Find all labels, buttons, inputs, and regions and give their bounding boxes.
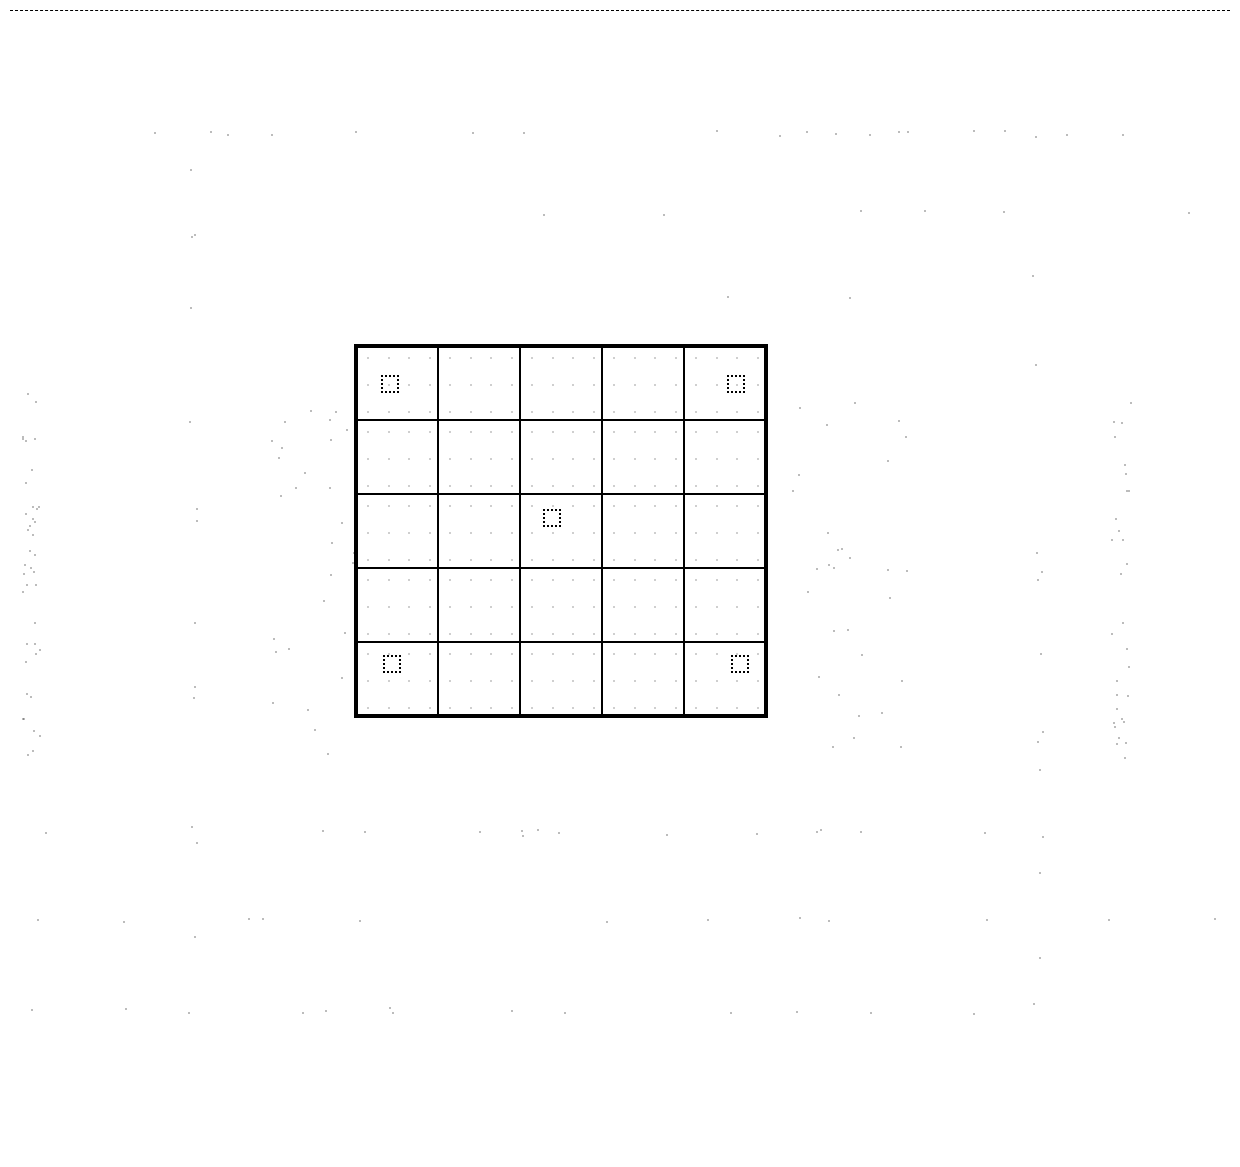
grid-cell <box>684 642 766 716</box>
grid-cell <box>602 568 684 642</box>
grid-cell <box>520 420 602 494</box>
grid-cell <box>684 420 766 494</box>
grid-cell <box>684 568 766 642</box>
grid-cell <box>520 494 602 568</box>
grid-marker <box>543 509 561 527</box>
grid-cell <box>438 420 520 494</box>
grid-cell <box>356 346 438 420</box>
page <box>0 0 1240 1167</box>
grid-cell <box>602 642 684 716</box>
grid-cell <box>356 568 438 642</box>
grid-marker <box>727 375 745 393</box>
grid-cell <box>438 346 520 420</box>
grid-cell <box>520 642 602 716</box>
grid-marker <box>731 655 749 673</box>
grid-cell <box>602 420 684 494</box>
grid-cell <box>520 568 602 642</box>
grid-cell <box>520 346 602 420</box>
grid-cell <box>438 642 520 716</box>
top-rule <box>10 10 1230 12</box>
grid-cell <box>602 346 684 420</box>
grid-marker <box>381 375 399 393</box>
grid-cell <box>602 494 684 568</box>
grid-marker <box>383 655 401 673</box>
grid-cell <box>684 494 766 568</box>
five-by-five-grid <box>356 346 766 716</box>
grid-cell <box>356 420 438 494</box>
grid-cell <box>684 346 766 420</box>
grid-cell <box>438 568 520 642</box>
grid-cell <box>356 494 438 568</box>
grid-cell <box>438 494 520 568</box>
grid-cell <box>356 642 438 716</box>
